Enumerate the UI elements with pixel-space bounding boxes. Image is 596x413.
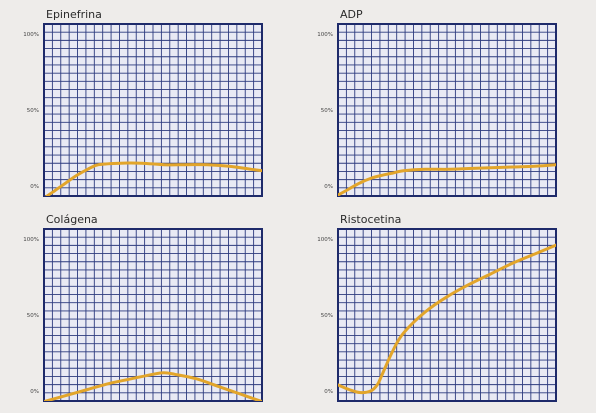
grid	[44, 229, 262, 401]
plot-frame	[43, 228, 263, 402]
chart-title: ADP	[340, 8, 363, 21]
grid	[338, 229, 556, 401]
chart-title: Ristocetina	[340, 213, 401, 226]
chart-panel-adp: ADP 100% 50% 0%	[317, 8, 557, 197]
y-tick-label: 0%	[30, 184, 39, 190]
y-tick-label: 100%	[23, 237, 39, 243]
plot-frame	[337, 228, 557, 402]
y-tick-label: 50%	[27, 108, 39, 114]
y-tick-label: 0%	[30, 389, 39, 395]
y-tick-label: 0%	[324, 389, 333, 395]
grid	[44, 24, 262, 196]
chart-title: Colágena	[46, 213, 98, 226]
y-tick-label: 50%	[321, 313, 333, 319]
y-tick-label: 50%	[27, 313, 39, 319]
aggregation-curve	[338, 163, 556, 196]
chart-panel-colagena: Colágena 100% 50% 0%	[23, 213, 263, 402]
y-tick-label: 100%	[23, 32, 39, 38]
chart-panel-epinefrina: Epinefrina 100% 50% 0%	[23, 8, 263, 197]
plot-frame	[43, 23, 263, 197]
y-tick-label: 50%	[321, 108, 333, 114]
aggregation-curve	[44, 371, 262, 401]
y-tick-label: 100%	[317, 32, 333, 38]
aggregation-curve	[44, 161, 262, 196]
chart-panel-ristocetina: Ristocetina 100% 50% 0%	[317, 213, 557, 402]
y-tick-label: 100%	[317, 237, 333, 243]
chart-title: Epinefrina	[46, 8, 102, 21]
aggregation-curve	[338, 243, 556, 395]
y-tick-label: 0%	[324, 184, 333, 190]
plot-frame	[337, 23, 557, 197]
